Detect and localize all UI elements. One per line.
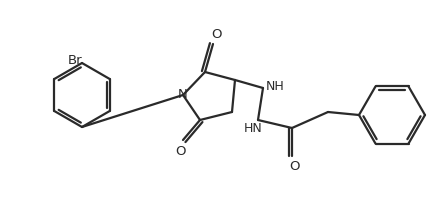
Text: NH: NH — [266, 80, 285, 94]
Text: O: O — [212, 28, 222, 41]
Text: HN: HN — [244, 121, 263, 134]
Text: Br: Br — [68, 53, 82, 66]
Text: O: O — [290, 160, 300, 173]
Text: N: N — [178, 88, 188, 100]
Text: O: O — [175, 145, 185, 158]
